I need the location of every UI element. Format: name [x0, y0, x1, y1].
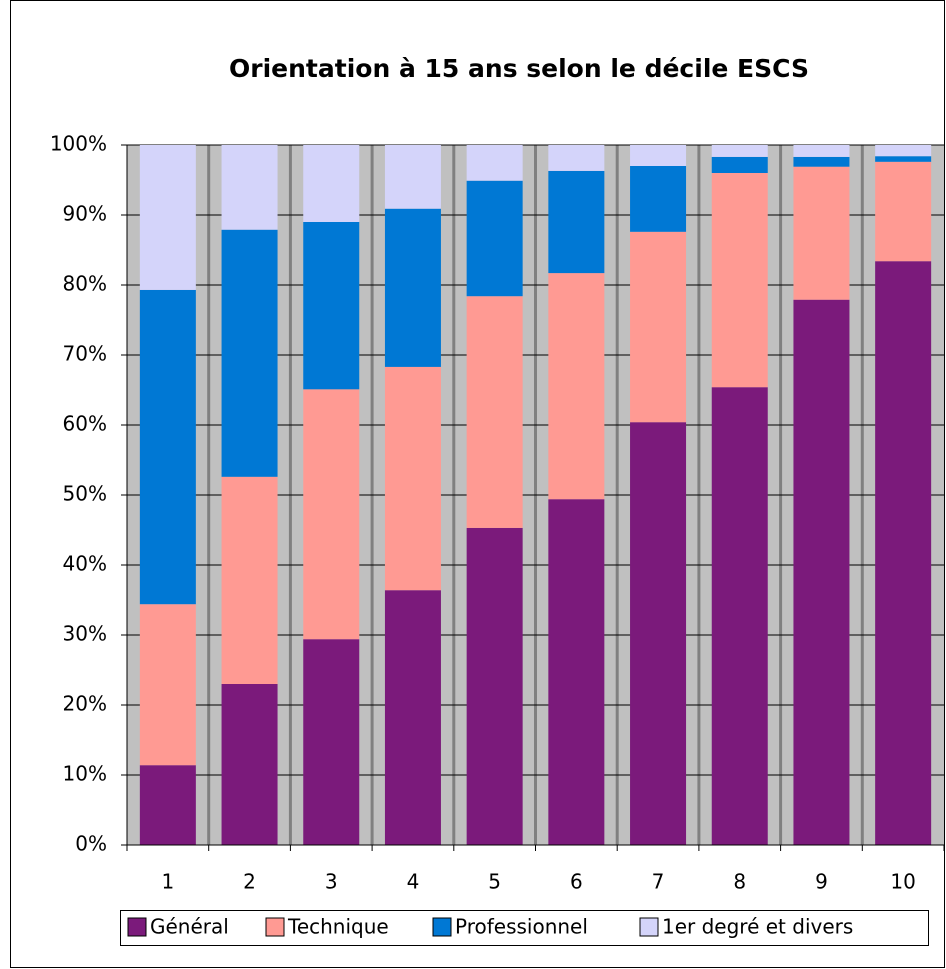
bar-segment: [711, 145, 768, 157]
bar-segment: [711, 173, 768, 388]
bar-segment: [221, 145, 278, 230]
bar-segment: [630, 166, 687, 232]
bar-segment: [139, 289, 196, 605]
bar-segment: [793, 156, 850, 167]
legend-swatch: [639, 917, 659, 937]
bar-segment: [139, 765, 196, 845]
bar-segment: [466, 527, 523, 845]
bar-segment: [466, 145, 523, 181]
bar-segment: [793, 299, 850, 845]
y-tick-label: 10%: [63, 762, 107, 786]
legend-label: Professionnel: [455, 915, 588, 939]
y-tick-label: 40%: [63, 552, 107, 576]
bar-segment: [221, 229, 278, 477]
chart-title: Orientation à 15 ans selon le décile ESC…: [229, 54, 809, 83]
x-tick-label: 4: [407, 870, 420, 894]
y-tick-label: 60%: [63, 412, 107, 436]
y-tick-label: 80%: [63, 272, 107, 296]
bar-segment: [711, 387, 768, 845]
bar-segment: [139, 604, 196, 766]
y-tick-label: 70%: [63, 342, 107, 366]
x-tick-label: 6: [570, 870, 583, 894]
legend-label: 1er degré et divers: [662, 915, 853, 939]
y-tick-label: 90%: [63, 202, 107, 226]
bar-segment: [466, 180, 523, 297]
bar-segment: [630, 231, 687, 423]
y-tick-label: 100%: [50, 132, 107, 156]
x-tick-label: 10: [890, 870, 915, 894]
y-tick-label: 0%: [75, 832, 107, 856]
x-tick-label: 8: [733, 870, 746, 894]
bar-segment: [875, 156, 932, 162]
legend-swatch: [432, 917, 452, 937]
bar-segment: [303, 389, 360, 640]
bar-segment: [548, 170, 605, 274]
legend-box: [120, 910, 929, 946]
x-tick-label: 3: [325, 870, 338, 894]
y-tick-label: 50%: [63, 482, 107, 506]
bar-segment: [875, 145, 932, 157]
bar-segment: [548, 499, 605, 845]
legend-swatch: [127, 917, 147, 937]
x-tick-label: 1: [161, 870, 174, 894]
bar-segment: [793, 145, 850, 157]
legend-label: Technique: [287, 915, 389, 939]
bar-segment: [139, 145, 196, 290]
bar-segment: [466, 296, 523, 528]
x-tick-label: 2: [243, 870, 256, 894]
bar-segment: [630, 145, 687, 166]
bar-segment: [303, 639, 360, 845]
y-tick-label: 30%: [63, 622, 107, 646]
bar-segment: [221, 476, 278, 684]
bar-segment: [221, 684, 278, 845]
x-tick-label: 5: [488, 870, 501, 894]
legend-swatch: [265, 917, 285, 937]
y-tick-label: 20%: [63, 692, 107, 716]
bar-segment: [384, 590, 441, 845]
x-tick-label: 7: [652, 870, 665, 894]
bar-segment: [303, 222, 360, 390]
bar-segment: [384, 366, 441, 591]
bar-segment: [711, 156, 768, 173]
legend-label: Général: [150, 915, 229, 939]
bar-segment: [548, 145, 605, 171]
bar-segment: [384, 145, 441, 209]
bar-segment: [875, 161, 932, 262]
bar-segment: [303, 145, 360, 222]
bar-segment: [384, 208, 441, 367]
bar-segment: [630, 422, 687, 845]
bar-segment: [875, 261, 932, 845]
x-tick-label: 9: [815, 870, 828, 894]
bar-segment: [793, 166, 850, 300]
bar-segment: [548, 273, 605, 500]
